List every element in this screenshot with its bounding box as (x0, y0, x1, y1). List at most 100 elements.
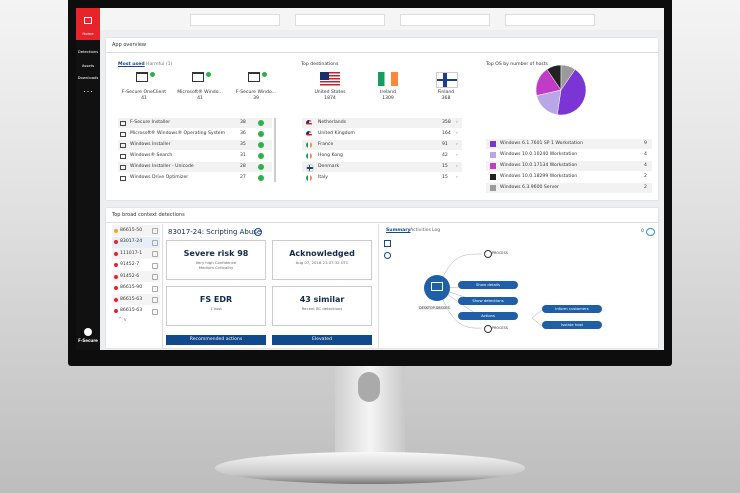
row-name: United Kingdom (318, 131, 355, 136)
panel-title: App overview (112, 42, 147, 48)
graph-tab[interactable]: Log (432, 228, 441, 233)
detection-row[interactable] (112, 248, 160, 259)
action-label[interactable]: Inform customers (555, 306, 589, 311)
app-icon (248, 72, 260, 82)
button-label[interactable]: Recommended actions (189, 337, 243, 342)
nav-item[interactable]: Detections (77, 49, 99, 54)
row (486, 172, 652, 182)
country-count: 1309 (382, 96, 394, 101)
row-check (258, 131, 264, 137)
card-main: Acknowledged (289, 249, 355, 258)
severity-dot (114, 263, 118, 267)
action-label[interactable]: Show details (475, 282, 501, 287)
row (118, 151, 272, 161)
action-label[interactable]: Actions (481, 313, 495, 318)
country-name: United States (314, 90, 346, 95)
legend-name: Windows 6.1.7601 SP 1 Workstation (500, 141, 583, 146)
divider (106, 222, 658, 223)
action-pill[interactable] (458, 281, 518, 289)
pin-icon (152, 274, 158, 280)
row-name: France (318, 142, 334, 147)
nav-item[interactable]: Assets (81, 63, 95, 68)
detection-row[interactable] (112, 236, 160, 248)
legend-swatch (490, 185, 496, 191)
action-pill[interactable] (542, 305, 602, 313)
legend-name: Windows 10.0.17134 Workstation (500, 163, 578, 168)
tool-icon[interactable] (384, 240, 391, 247)
detection-row[interactable] (112, 225, 160, 236)
detection-id[interactable]: 91452-7 (120, 262, 140, 267)
detection-row[interactable] (112, 282, 160, 294)
detection-id[interactable]: 86615-63 (120, 296, 143, 302)
action-pill[interactable] (458, 312, 518, 320)
divider (106, 52, 658, 53)
detection-id[interactable]: 86615-90 (120, 285, 143, 290)
header-button[interactable] (190, 14, 280, 26)
row-check (258, 164, 264, 170)
header-button[interactable] (295, 14, 385, 26)
legend-value: 4 (644, 152, 647, 157)
flag (436, 72, 458, 88)
app-name: Microsoft® Windo... (177, 90, 223, 95)
detection-row[interactable] (112, 294, 160, 305)
detection-id[interactable]: 86615-63 (120, 308, 143, 313)
row (486, 150, 652, 160)
legend-value: 4 (644, 163, 647, 168)
header-button[interactable] (400, 14, 490, 26)
graph-tab[interactable]: Activities (410, 228, 431, 233)
card-main: Severe risk 98 (183, 249, 249, 258)
nav-item[interactable]: Home (82, 31, 94, 36)
row-icon (120, 175, 126, 181)
header-button[interactable] (505, 14, 595, 26)
legend-swatch (490, 174, 496, 180)
process-node (484, 325, 492, 333)
action-label[interactable]: Isolate host (560, 322, 584, 327)
row-count: 358 (442, 120, 451, 125)
row-check (258, 120, 264, 126)
flag (306, 120, 312, 126)
tool-icon[interactable] (384, 252, 391, 259)
row-name: Denmark (318, 164, 340, 169)
section-title: Top OS by number of hosts (486, 62, 548, 67)
detection-id[interactable]: 91452-6 (120, 273, 140, 279)
action-label[interactable]: Show detections (472, 298, 504, 303)
button-label[interactable]: Elevated (311, 337, 333, 342)
card (166, 240, 266, 280)
detection-id[interactable]: 83017-24 (120, 239, 143, 244)
action-pill[interactable] (458, 297, 518, 305)
button[interactable] (272, 335, 372, 345)
detection-id[interactable]: 111017-1 (120, 250, 143, 256)
neck-hole (358, 372, 380, 402)
row-name: Windows Installer - Unicode (130, 164, 194, 169)
country-count: 1874 (324, 96, 336, 101)
row (118, 129, 272, 139)
detection-row[interactable] (112, 305, 160, 317)
legend-swatch (490, 163, 496, 169)
action-pill[interactable] (542, 321, 602, 329)
graph-tab[interactable]: Summary (386, 228, 411, 233)
flag-canton (306, 131, 309, 135)
nav-item[interactable]: Downloads (77, 75, 99, 80)
card-sub: Medium Criticality (198, 265, 234, 270)
row-check (258, 153, 264, 159)
tab-active[interactable]: Most used (118, 62, 145, 67)
monitor-base (215, 452, 525, 484)
detail-title: 83017-24: Scripting Abuse (168, 228, 262, 236)
card-main: FS EDR (199, 295, 233, 304)
chevron: › (456, 164, 458, 169)
tab[interactable]: Harmful (1) (146, 62, 173, 67)
legend-swatch (490, 141, 496, 147)
row-name: Windows Installer (130, 142, 171, 147)
row-name: Microsoft® Windows® Operating System (130, 131, 226, 136)
detection-id[interactable]: 86615-50 (120, 227, 143, 233)
card-main: 43 similar (299, 295, 345, 304)
detection-row[interactable] (112, 259, 160, 271)
detection-row[interactable] (112, 271, 160, 282)
detections-panel: Top broad context detections 86615-50 8301… (106, 208, 658, 348)
app-count: 41 (197, 96, 203, 101)
severity-dot (114, 286, 118, 290)
more-icon[interactable] (254, 228, 262, 236)
pie-slice (556, 69, 587, 116)
nav-item[interactable]: • • • (83, 89, 93, 94)
button[interactable] (166, 335, 266, 345)
